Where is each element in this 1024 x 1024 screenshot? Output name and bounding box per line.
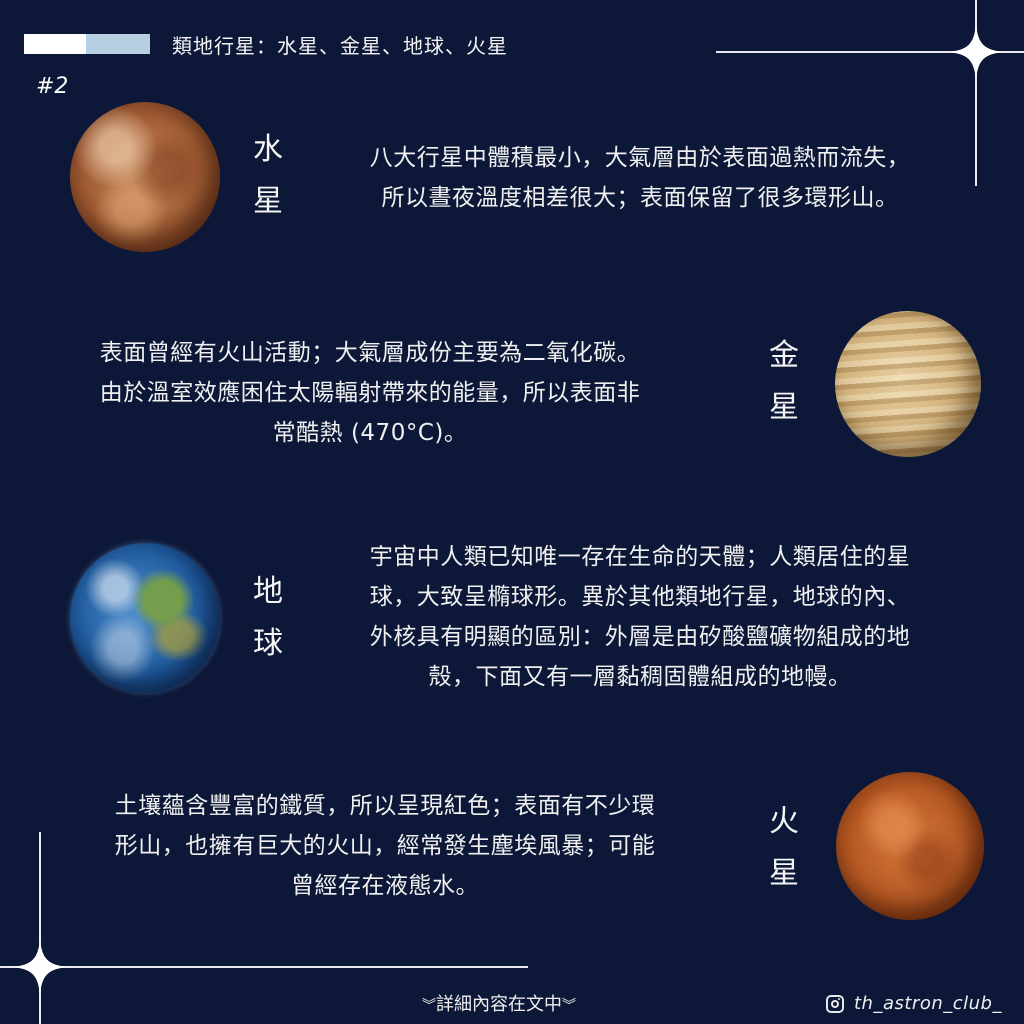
page-number: #2	[36, 74, 69, 99]
earth-description-line: 球，大致呈橢球形。異於其他類地行星，地球的內、	[369, 584, 911, 610]
venus-description-line: 表面曾經有火山活動；大氣層成份主要為二氧化碳。	[99, 340, 641, 366]
top-vertical-line	[975, 0, 977, 186]
earth-description-line: 宇宙中人類已知唯一存在生命的天體；人類居住的星	[369, 544, 911, 570]
venus-description: 表面曾經有火山活動；大氣層成份主要為二氧化碳。 由於溫室效應困住太陽輻射帶來的能…	[40, 333, 700, 453]
sparkle-icon-bottom	[12, 939, 68, 995]
mercury-name-char-2: 星	[253, 184, 283, 219]
earth-name: 地 球	[248, 566, 288, 670]
instagram-icon	[826, 994, 844, 1013]
earth-description: 宇宙中人類已知唯一存在生命的天體；人類居住的星 球，大致呈橢球形。異於其他類地行…	[325, 537, 955, 697]
bottom-divider-line	[0, 966, 528, 968]
mars-description-line: 曾經存在液態水。	[291, 873, 479, 899]
venus-name: 金 星	[764, 330, 804, 434]
mars-name-char-2: 星	[769, 856, 799, 891]
sparkle-icon-top	[948, 24, 1004, 80]
page-title: 類地行星：水星、金星、地球、火星	[172, 34, 508, 58]
venus-image	[835, 311, 981, 457]
mercury-description-line: 八大行星中體積最小，大氣層由於表面過熱而流失，	[369, 145, 911, 171]
earth-name-char-2: 球	[253, 626, 283, 661]
chevron-down-double-icon: ︾	[422, 998, 436, 1014]
top-divider-line	[716, 51, 1024, 53]
mars-description: 土壤蘊含豐富的鐵質，所以呈現紅色；表面有不少環 形山，也擁有巨大的火山，經常發生…	[50, 786, 720, 906]
mars-description-line: 形山，也擁有巨大的火山，經常發生塵埃風暴；可能	[114, 833, 656, 859]
mars-image	[836, 772, 984, 920]
venus-name-char-1: 金	[769, 338, 799, 373]
mercury-description-line: 所以晝夜溫度相差很大；表面保留了很多環形山。	[381, 185, 899, 211]
instagram-handle-text: th_astron_club_	[854, 993, 1002, 1014]
mercury-name-char-1: 水	[253, 132, 283, 167]
earth-name-char-1: 地	[253, 574, 283, 609]
footer-note: ︾詳細內容在文中︾	[422, 990, 576, 1016]
instagram-handle[interactable]: th_astron_club_	[826, 993, 1002, 1014]
mercury-image	[70, 102, 220, 252]
mars-description-line: 土壤蘊含豐富的鐵質，所以呈現紅色；表面有不少環	[114, 793, 656, 819]
earth-image	[70, 543, 220, 693]
header-bar-blue-segment	[86, 34, 150, 54]
venus-description-line: 常酷熱 (470°C)。	[272, 420, 468, 446]
mercury-name: 水 星	[248, 124, 288, 228]
mars-name-char-1: 火	[769, 804, 799, 839]
header-bar-white-segment	[24, 34, 86, 54]
mars-name: 火 星	[764, 796, 804, 900]
header-color-bar	[24, 34, 150, 54]
footer-note-text: 詳細內容在文中	[436, 994, 562, 1015]
mercury-description: 八大行星中體積最小，大氣層由於表面過熱而流失， 所以晝夜溫度相差很大；表面保留了…	[325, 138, 955, 218]
chevron-down-double-icon: ︾	[562, 998, 576, 1014]
earth-description-line: 外核具有明顯的區別：外層是由矽酸鹽礦物組成的地	[369, 624, 911, 650]
bottom-vertical-line	[39, 832, 41, 1024]
earth-description-line: 殼，下面又有一層黏稠固體組成的地幔。	[428, 664, 852, 690]
venus-name-char-2: 星	[769, 390, 799, 425]
venus-description-line: 由於溫室效應困住太陽輻射帶來的能量，所以表面非	[99, 380, 641, 406]
